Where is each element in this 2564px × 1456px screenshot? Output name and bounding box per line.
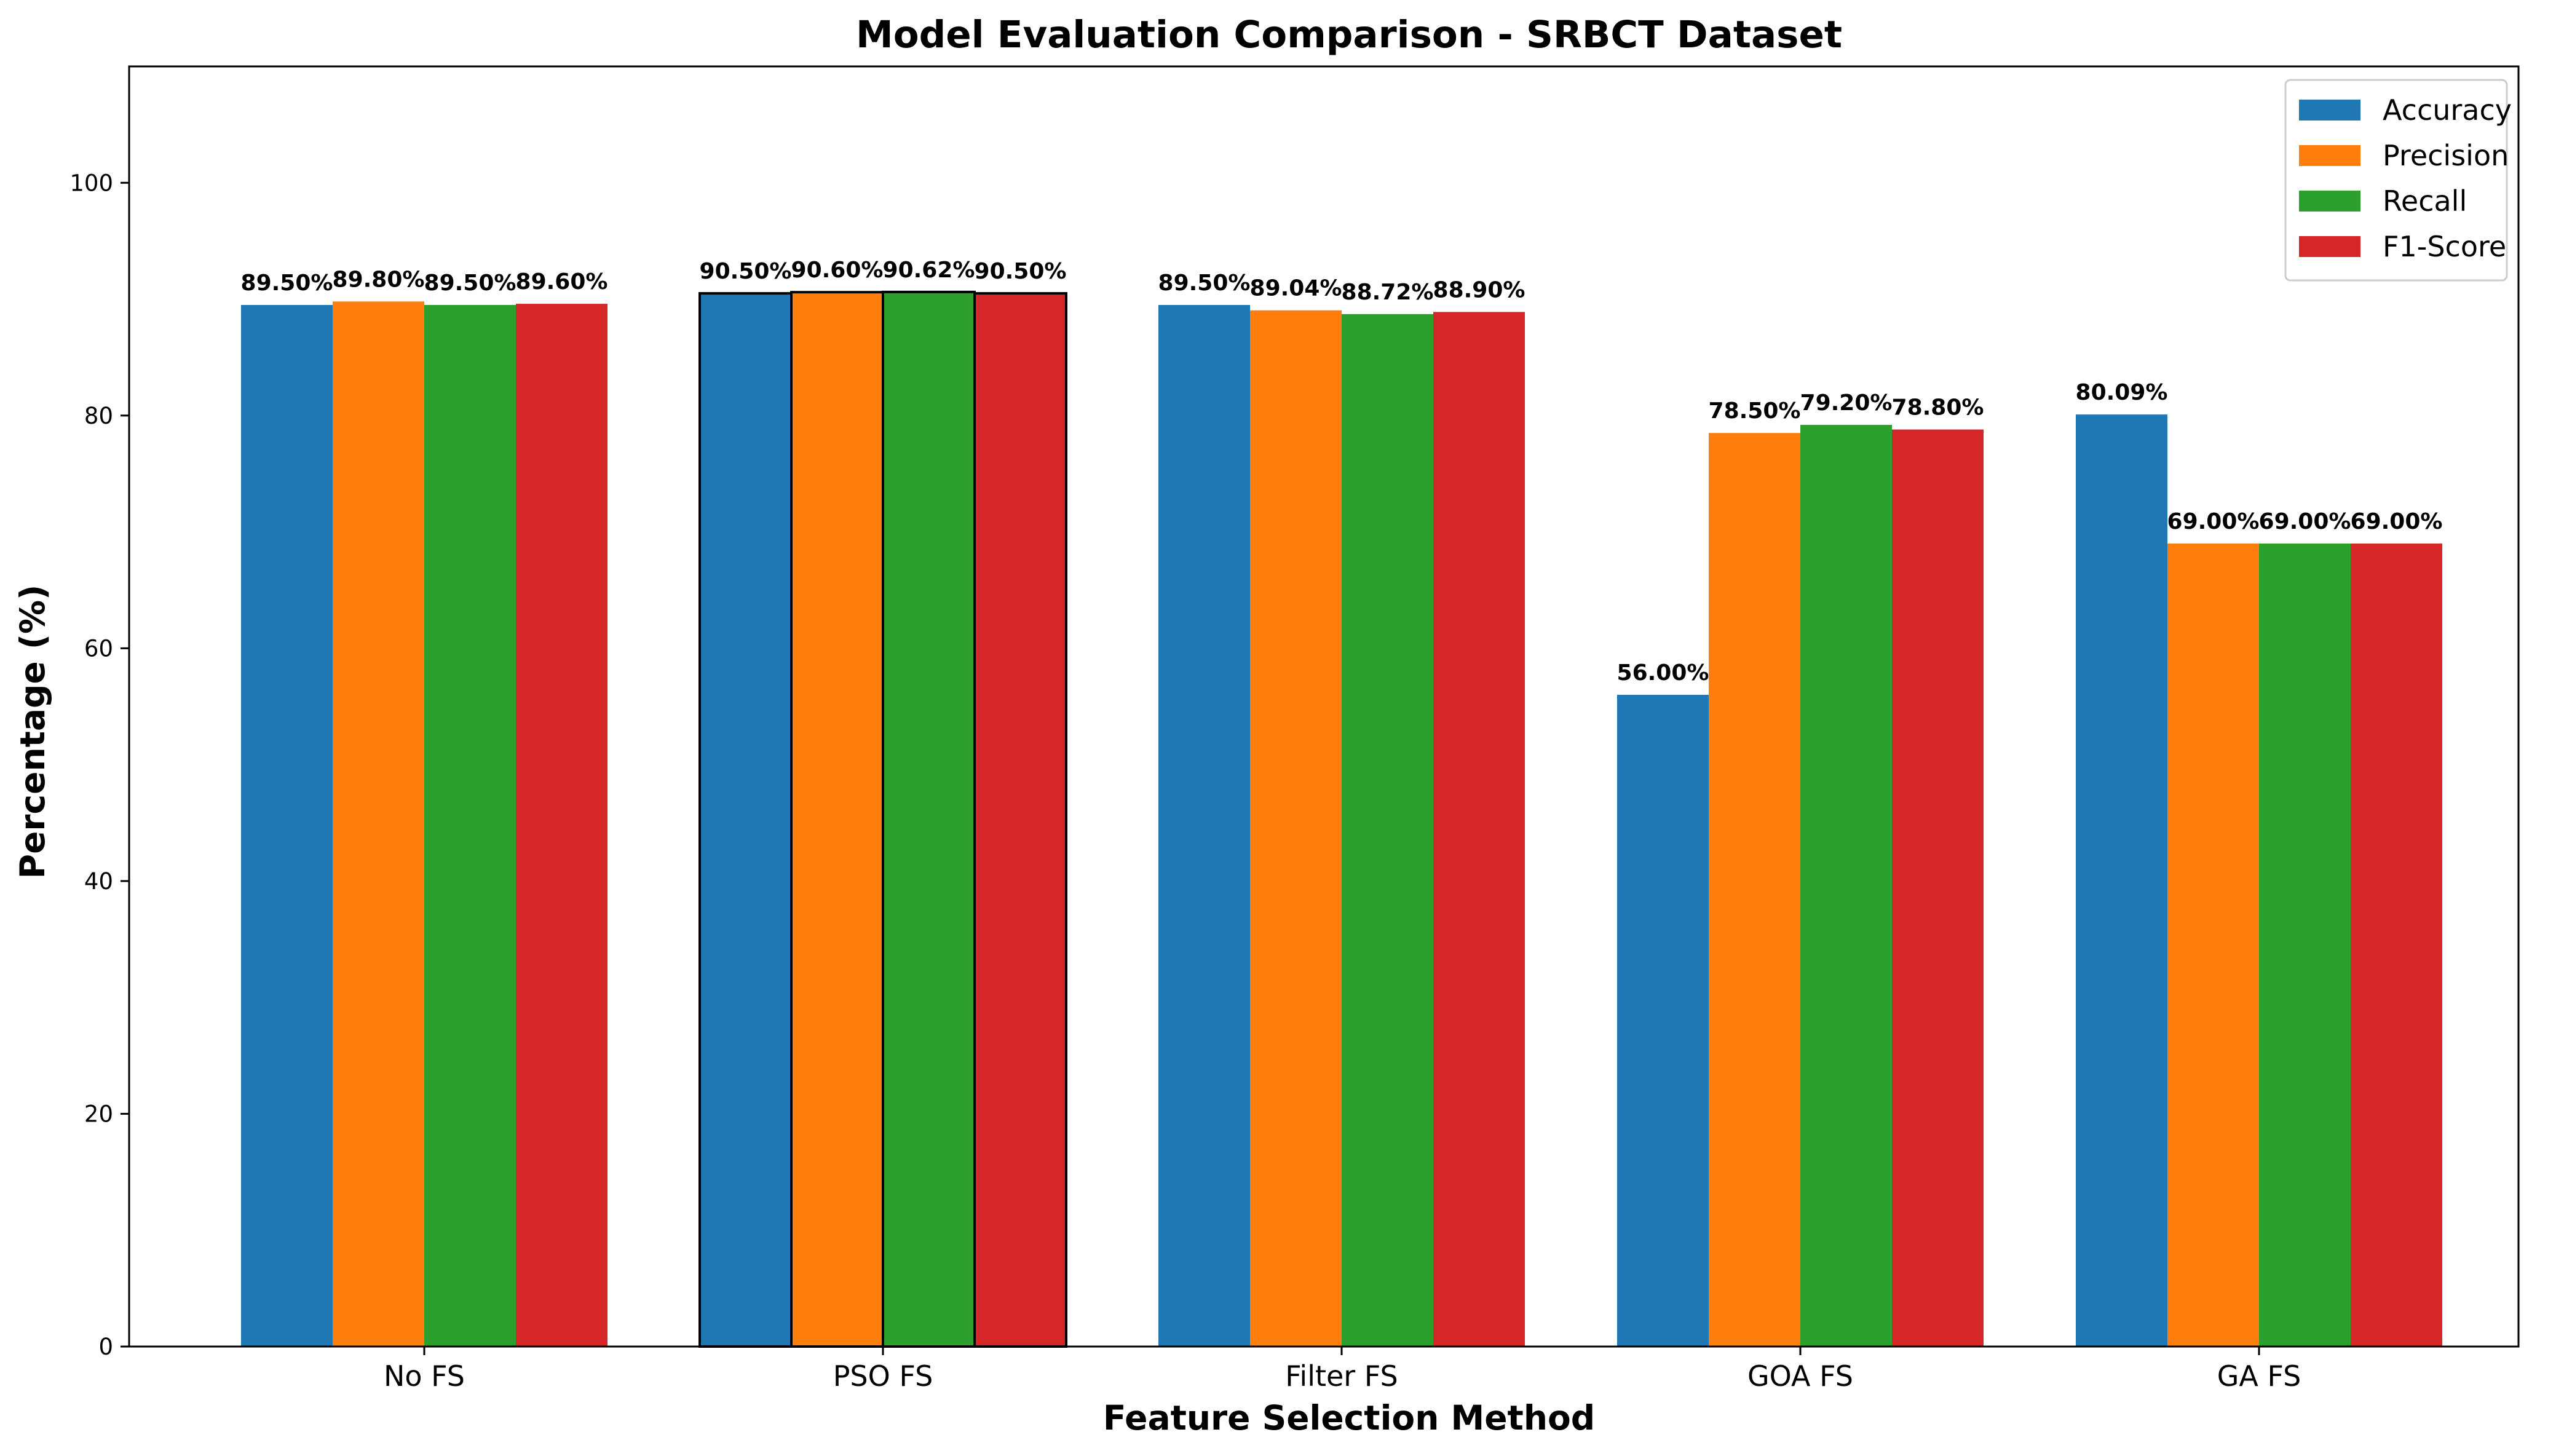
x-tick-label: GA FS [2217, 1359, 2301, 1393]
bar-value-label: 56.00% [1617, 660, 1709, 686]
bar-precision-goa-fs [1709, 433, 1800, 1347]
bar-value-label: 80.09% [2076, 380, 2168, 405]
bar-value-label: 78.50% [1709, 398, 1801, 424]
bar-accuracy-ga-fs [2076, 414, 2167, 1347]
axes-frame [128, 65, 2520, 1348]
bar-value-label: 69.00% [2167, 509, 2260, 534]
bar-value-label: 89.80% [333, 267, 425, 292]
bar-f1-score-goa-fs [1892, 429, 1984, 1347]
bar-accuracy-no-fs [241, 305, 333, 1347]
y-axis-label: Percentage (%) [13, 585, 52, 879]
bar-value-label: 89.04% [1250, 276, 1342, 301]
bar-value-label: 90.62% [883, 258, 975, 283]
y-tick-label: 100 [69, 170, 113, 196]
bar-recall-goa-fs [1800, 424, 1892, 1347]
legend: Accuracy Precision Recall F1-Score [2284, 79, 2512, 282]
y-tick-label: 20 [84, 1101, 113, 1127]
legend-frame [2284, 79, 2508, 282]
bar-precision-ga-fs [2167, 544, 2259, 1347]
legend-label: F1-Score [2383, 230, 2506, 263]
bar-value-label: 69.00% [2351, 509, 2443, 534]
y-tick-label: 60 [84, 635, 113, 662]
bar-value-label: 69.00% [2259, 509, 2351, 534]
bar-recall-no-fs [424, 305, 516, 1347]
bar-value-label: 88.90% [1433, 277, 1525, 303]
legend-swatch [2299, 145, 2360, 166]
bar-accuracy-goa-fs [1617, 695, 1709, 1347]
bar-value-label: 90.60% [791, 258, 884, 283]
bar-recall-ga-fs [2259, 544, 2351, 1347]
bar-f1-score-no-fs [516, 304, 607, 1347]
legend-label: Accuracy [2383, 93, 2512, 127]
bar-value-label: 78.80% [1892, 395, 1984, 421]
legend-swatch [2299, 191, 2360, 212]
bar-precision-filter-fs [1250, 310, 1342, 1347]
chart-title: Model Evaluation Comparison - SRBCT Data… [856, 13, 1842, 57]
bar-accuracy-filter-fs [1158, 305, 1250, 1347]
x-axis-label: Feature Selection Method [1103, 1398, 1595, 1438]
bar-accuracy-pso-fs [698, 292, 793, 1348]
bar-value-label: 88.72% [1342, 280, 1434, 305]
bar-value-label: 89.50% [424, 271, 516, 296]
bar-f1-score-pso-fs [973, 292, 1067, 1348]
y-tick-label: 80 [84, 403, 113, 429]
bar-f1-score-ga-fs [2351, 544, 2442, 1347]
x-tick-label: Filter FS [1285, 1359, 1398, 1393]
bar-value-label: 89.50% [1158, 271, 1251, 296]
axes: 0 20 40 60 80 100 No FS PSO FS Filter FS GOA FS GA… [69, 65, 2520, 1393]
legend-swatch [2299, 100, 2360, 121]
legend-label: Recall [2383, 184, 2467, 218]
x-tick-label: GOA FS [1747, 1359, 1853, 1393]
x-tick-label: PSO FS [833, 1359, 933, 1393]
bar-recall-filter-fs [1342, 314, 1433, 1347]
bar-value-label: 79.20% [1800, 390, 1893, 416]
bar-value-label: 90.50% [700, 259, 792, 284]
bar-f1-score-filter-fs [1433, 312, 1525, 1347]
bar-value-labels: 89.50% 89.80% 89.50% 89.60% 90.50% 90.60% 90.6… [241, 258, 2443, 686]
bar-value-label: 90.50% [975, 259, 1067, 284]
bar-precision-no-fs [333, 301, 424, 1347]
bar-value-label: 89.60% [516, 269, 608, 295]
y-tick-label: 40 [84, 868, 113, 895]
y-tick-label: 0 [98, 1334, 113, 1360]
legend-swatch [2299, 236, 2360, 257]
bar-recall-pso-fs [882, 290, 976, 1348]
bar-precision-pso-fs [790, 291, 884, 1348]
bar-value-label: 89.50% [241, 271, 333, 296]
bars [241, 290, 2442, 1348]
x-tick-label: No FS [384, 1359, 465, 1393]
legend-label: Precision [2383, 139, 2509, 172]
